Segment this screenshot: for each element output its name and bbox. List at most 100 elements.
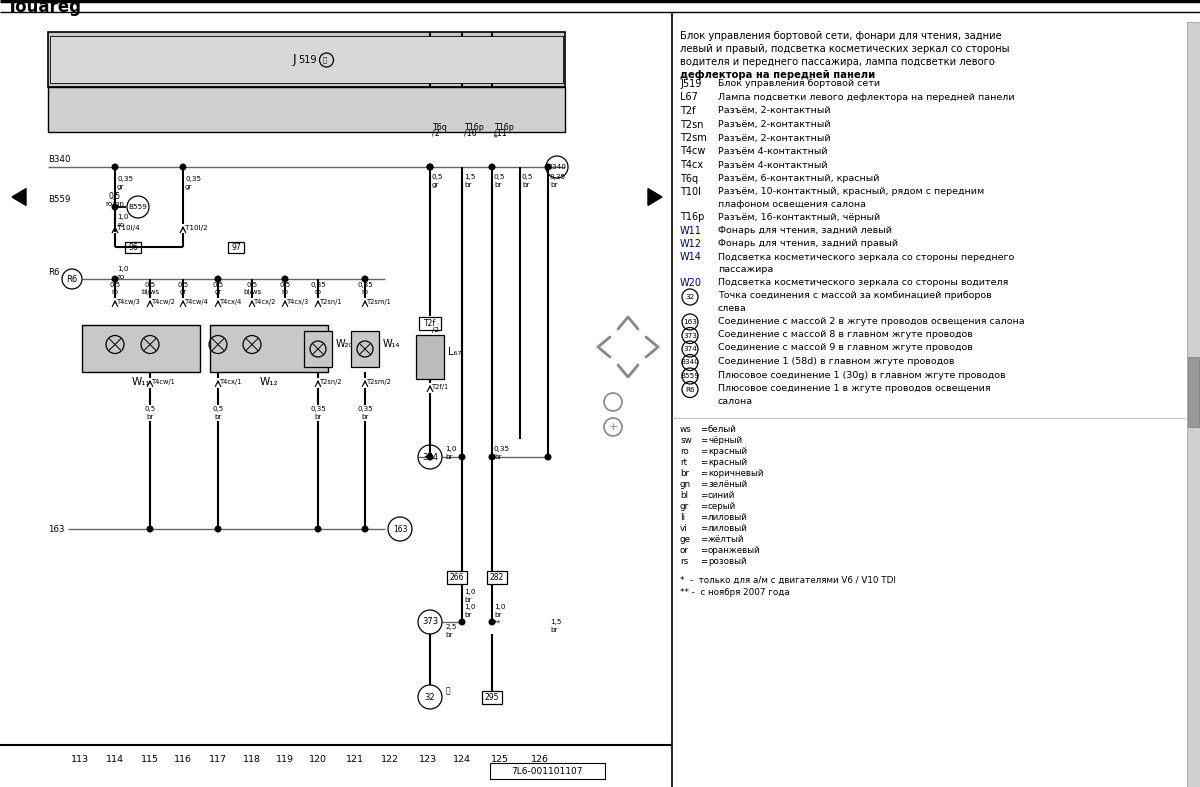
Text: 118: 118 [242, 755, 262, 763]
Text: br: br [550, 627, 558, 633]
Text: коричневый: коричневый [708, 469, 763, 478]
Circle shape [215, 527, 221, 532]
Text: 163: 163 [392, 524, 407, 534]
Bar [125, 242, 142, 253]
Text: br: br [680, 469, 689, 478]
Text: 120: 120 [310, 755, 326, 763]
Circle shape [460, 619, 464, 625]
Text: 0,5: 0,5 [109, 193, 121, 201]
Text: 📷: 📷 [323, 57, 326, 63]
Text: ws: ws [680, 425, 691, 434]
Text: T4cx/3: T4cx/3 [287, 299, 310, 305]
Circle shape [427, 164, 433, 170]
Text: 123: 123 [419, 755, 437, 763]
Text: 124: 124 [454, 755, 470, 763]
Text: br: br [464, 182, 472, 188]
Text: =: = [700, 524, 707, 533]
Circle shape [180, 164, 186, 170]
Circle shape [490, 164, 494, 170]
Text: T4cx/1: T4cx/1 [220, 379, 242, 385]
Circle shape [490, 454, 494, 460]
Text: 0,5: 0,5 [109, 282, 120, 288]
Text: T10l/4: T10l/4 [118, 225, 139, 231]
Text: 295: 295 [485, 693, 499, 701]
Text: 📷: 📷 [446, 686, 451, 696]
Text: красный: красный [708, 447, 748, 456]
Text: gr: gr [118, 184, 125, 190]
Circle shape [148, 527, 152, 532]
Text: Подсветка косметического зеркала со стороны водителя: Подсветка косметического зеркала со стор… [718, 278, 1008, 287]
Text: T2sm/1: T2sm/1 [367, 299, 391, 305]
Text: 0,5: 0,5 [178, 282, 188, 288]
Text: T2sm/2: T2sm/2 [367, 379, 392, 385]
Text: T4cx: T4cx [680, 160, 703, 170]
Text: T4cx/4: T4cx/4 [220, 299, 242, 305]
Bar [482, 690, 502, 704]
Text: rt: rt [680, 458, 686, 467]
Text: gr: gr [185, 184, 193, 190]
Text: 266: 266 [450, 572, 464, 582]
Text: L67: L67 [680, 93, 698, 102]
Bar [48, 32, 565, 87]
Text: 115: 115 [142, 755, 158, 763]
Text: =: = [700, 502, 707, 511]
Text: Разъём 4-контактный: Разъём 4-контактный [718, 147, 828, 156]
Text: Соединение с массой 8 в главном жгуте проводов: Соединение с массой 8 в главном жгуте пр… [718, 330, 973, 339]
Text: T10l: T10l [680, 187, 701, 197]
Circle shape [362, 527, 368, 532]
Text: 0,5: 0,5 [432, 174, 444, 180]
Text: gr: gr [680, 502, 689, 511]
Text: 0,5: 0,5 [144, 282, 156, 288]
Text: W₁₄: W₁₄ [383, 339, 401, 349]
Text: 0,35: 0,35 [185, 176, 202, 182]
Text: 0,35: 0,35 [310, 282, 326, 288]
Text: T2sm: T2sm [680, 133, 707, 143]
Text: W₁₁: W₁₁ [132, 377, 150, 387]
Bar [446, 571, 467, 583]
Text: ro: ro [282, 289, 288, 295]
Text: 0,5: 0,5 [246, 282, 258, 288]
Text: gn: gn [680, 480, 691, 489]
Text: 1,0: 1,0 [464, 589, 475, 595]
Text: T2sn/1: T2sn/1 [320, 299, 342, 305]
Text: 97: 97 [232, 242, 241, 252]
Text: W11: W11 [680, 226, 702, 235]
Text: T2f/1: T2f/1 [432, 384, 449, 390]
Text: 1,0: 1,0 [445, 446, 456, 452]
Text: T4cw/1: T4cw/1 [152, 379, 175, 385]
Text: 373: 373 [683, 332, 697, 338]
Text: W12: W12 [680, 239, 702, 249]
Text: салона: салона [718, 397, 754, 405]
Text: 116: 116 [174, 755, 192, 763]
Text: ro/gn: ro/gn [106, 201, 125, 207]
Text: R6: R6 [66, 275, 78, 283]
Text: 125: 125 [491, 755, 509, 763]
Text: серый: серый [708, 502, 737, 511]
Text: ge: ge [680, 535, 691, 544]
Text: розовый: розовый [708, 557, 746, 566]
Text: T4cw/3: T4cw/3 [118, 299, 140, 305]
Text: оранжевый: оранжевый [708, 546, 761, 555]
Bar [490, 763, 605, 779]
Circle shape [113, 204, 118, 210]
Text: чёрный: чёрный [708, 436, 742, 445]
Text: T4cw: T4cw [680, 146, 706, 157]
Text: 1,0: 1,0 [494, 604, 505, 610]
Text: /11: /11 [494, 128, 506, 138]
Text: R6: R6 [48, 268, 60, 277]
Text: 282: 282 [490, 572, 504, 582]
Text: 114: 114 [106, 755, 124, 763]
Circle shape [427, 454, 433, 460]
Text: пассажира: пассажира [718, 265, 773, 275]
Text: T2sn: T2sn [680, 120, 703, 130]
Text: L₆₇: L₆₇ [448, 347, 461, 357]
Text: gr: gr [432, 182, 439, 188]
Text: T10l/2: T10l/2 [185, 225, 208, 231]
Text: B559: B559 [48, 195, 71, 204]
Text: T6q: T6q [680, 173, 698, 183]
Text: 0,35: 0,35 [550, 174, 566, 180]
Text: B559: B559 [128, 204, 148, 210]
Text: br: br [464, 612, 472, 618]
Text: 163: 163 [48, 524, 65, 534]
Text: синий: синий [708, 491, 736, 500]
